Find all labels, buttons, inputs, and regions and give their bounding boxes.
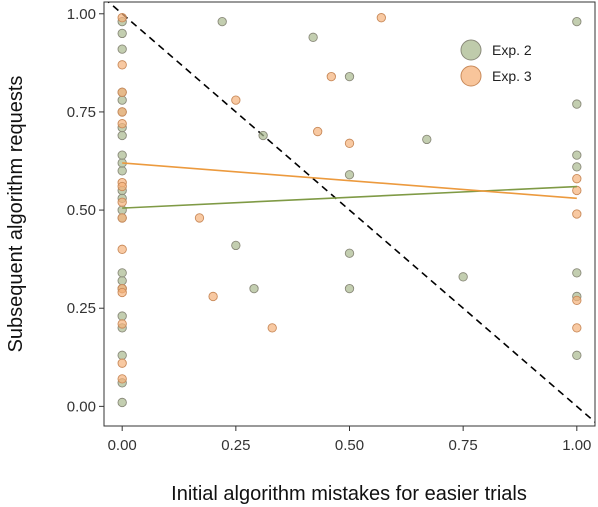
exp2-point xyxy=(344,170,355,180)
exp2-point xyxy=(258,130,268,141)
legend-label: Exp. 3 xyxy=(492,68,532,84)
exp3-point xyxy=(117,181,127,192)
exp2-point xyxy=(344,71,355,82)
exp3-fit-line xyxy=(122,162,577,200)
exp2-point xyxy=(231,240,241,251)
exp3-point xyxy=(376,13,386,23)
y-tick-label: 1.00 xyxy=(67,6,96,23)
exp3-point xyxy=(231,95,241,105)
exp2-point xyxy=(249,283,259,294)
exp2-point xyxy=(572,350,582,360)
exp2-point xyxy=(344,283,355,294)
exp3-point xyxy=(117,107,127,117)
x-axis-title: Initial algorithm mistakes for easier tr… xyxy=(171,483,527,505)
exp3-point xyxy=(208,291,218,302)
y-tick-label: 0.75 xyxy=(67,104,96,121)
exp3-point xyxy=(117,13,127,23)
reference-line-group xyxy=(107,2,595,423)
exp2-point xyxy=(572,99,582,109)
x-tick-label: 0.75 xyxy=(449,437,478,454)
exp3-point xyxy=(313,126,323,137)
exp2-point xyxy=(217,16,227,27)
exp3-point xyxy=(572,323,582,333)
exp3-point xyxy=(572,209,582,219)
exp3-point xyxy=(117,119,127,129)
exp3-point xyxy=(117,319,127,329)
exp2-point xyxy=(117,95,127,105)
plot-panel xyxy=(103,1,596,427)
exp2-point xyxy=(117,130,127,141)
y-axis-ticks: 0.00 0.25 0.50 0.75 1.00 xyxy=(67,6,104,415)
exp2-point xyxy=(117,268,127,278)
exp2-point xyxy=(344,248,355,258)
exp2-fit-line xyxy=(122,185,577,209)
y-axis-title: Subsequent algorithm requests xyxy=(5,76,27,353)
exp2-point xyxy=(422,134,432,145)
x-tick-label: 0.50 xyxy=(335,437,364,454)
exp3-point xyxy=(572,174,582,184)
exp3-point xyxy=(194,213,205,223)
y-tick-label: 0.25 xyxy=(67,300,96,317)
exp2-point xyxy=(308,32,318,42)
exp2-point xyxy=(572,150,582,160)
y-tick-label: 0.00 xyxy=(67,398,96,415)
exp2-point xyxy=(572,16,582,27)
exp2-point xyxy=(117,350,127,360)
legend-swatch xyxy=(460,39,482,61)
exp2-point xyxy=(117,150,127,160)
exp3-point xyxy=(572,295,582,306)
exp2-point xyxy=(117,397,127,408)
exp2-point xyxy=(117,205,127,215)
x-tick-label: 0.00 xyxy=(108,437,137,454)
exp2-point xyxy=(117,276,127,286)
exp2-point xyxy=(117,311,127,321)
exp2-point xyxy=(117,166,127,176)
x-axis-ticks: 0.00 0.25 0.50 0.75 1.00 xyxy=(108,426,591,454)
exp3-point xyxy=(117,60,127,70)
legend-label: Exp. 2 xyxy=(492,42,532,58)
exp3-point xyxy=(344,138,355,148)
exp3-point xyxy=(572,185,582,196)
exp3-point xyxy=(117,374,127,384)
exp3-point xyxy=(117,197,127,207)
y-tick-label: 0.50 xyxy=(67,202,96,219)
exp3-point xyxy=(117,244,127,254)
fit-lines xyxy=(122,162,577,209)
exp3-point xyxy=(117,213,127,223)
exp3-point xyxy=(267,323,277,333)
x-tick-label: 1.00 xyxy=(562,437,591,454)
exp2-point xyxy=(117,28,127,39)
exp3-point xyxy=(326,71,336,82)
reference-dashed-line xyxy=(107,2,595,423)
exp3-point xyxy=(117,87,127,97)
legend: Exp. 2 Exp. 3 xyxy=(460,39,532,87)
exp2-point xyxy=(458,272,468,282)
legend-swatch xyxy=(460,65,482,87)
exp2-point xyxy=(117,44,127,54)
exp2-point xyxy=(572,268,582,278)
exp3-point xyxy=(117,358,127,368)
x-tick-label: 0.25 xyxy=(221,437,250,454)
exp2-point xyxy=(572,162,582,172)
data-points xyxy=(117,13,582,408)
exp3-point xyxy=(117,287,127,298)
